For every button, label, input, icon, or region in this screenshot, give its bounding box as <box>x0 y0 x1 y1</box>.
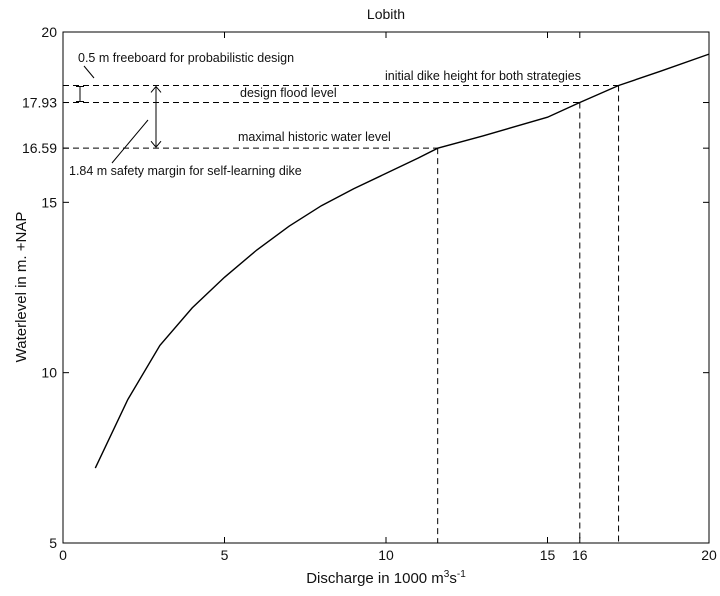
margin-leader-line <box>111 119 149 164</box>
x-tick-label: 20 <box>701 547 717 563</box>
y-tick-label: 5 <box>49 535 57 551</box>
x-tick-label: 0 <box>59 547 67 563</box>
annotation-freeboard: 0.5 m freeboard for probabilistic design <box>78 51 294 65</box>
x-tick-label: 15 <box>540 547 556 563</box>
plot-area-frame <box>62 31 710 544</box>
series-layer <box>94 53 710 469</box>
y-tick-label: 17.93 <box>22 95 57 111</box>
rating-curve-line <box>94 53 710 469</box>
annotation-safety-margin: 1.84 m safety margin for self-learning d… <box>69 164 302 178</box>
y-tick-label: 20 <box>41 24 57 40</box>
annotation-design-flood-level: design flood level <box>240 86 337 100</box>
y-tick-label: 10 <box>41 365 57 381</box>
x-tick-label: 16 <box>572 547 588 563</box>
y-axis-label: Waterlevel in m. +NAP <box>13 212 30 363</box>
x-axis-label: Discharge in 1000 m3s-1 <box>306 569 466 587</box>
margin-arrow-head-down <box>150 140 162 148</box>
margin-arrow-head-up <box>150 85 162 93</box>
y-tick-label: 15 <box>41 194 57 210</box>
reference-lines <box>63 84 620 543</box>
y-tick-label: 16.59 <box>22 140 57 156</box>
annotation-initial-dike-height: initial dike height for both strategies <box>385 69 581 83</box>
annotation-arrows <box>76 65 162 164</box>
annotation-historic-level: maximal historic water level <box>238 130 391 144</box>
x-tick-label: 10 <box>378 547 394 563</box>
x-tick-label: 5 <box>221 547 229 563</box>
freeboard-leader-line <box>83 65 95 79</box>
chart-title: Lobith <box>367 6 405 22</box>
